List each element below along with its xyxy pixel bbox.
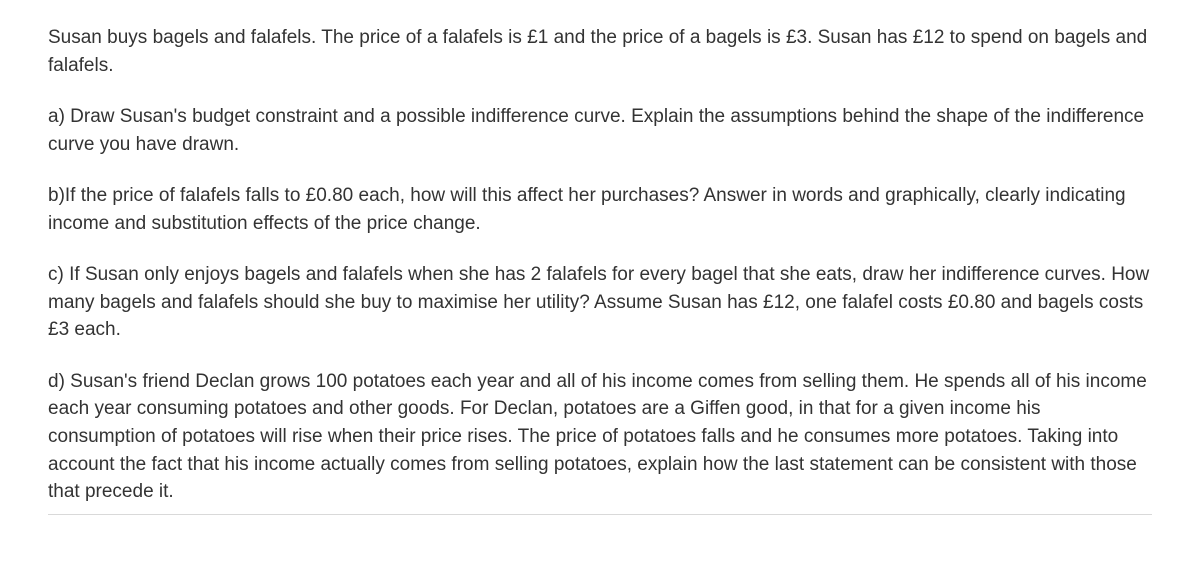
part-d: d) Susan's friend Declan grows 100 potat…	[48, 368, 1152, 515]
intro-paragraph: Susan buys bagels and falafels. The pric…	[48, 24, 1152, 79]
part-a: a) Draw Susan's budget constraint and a …	[48, 103, 1152, 158]
part-c: c) If Susan only enjoys bagels and falaf…	[48, 261, 1152, 344]
part-b: b)If the price of falafels falls to £0.8…	[48, 182, 1152, 237]
question-document: Susan buys bagels and falafels. The pric…	[0, 0, 1200, 549]
